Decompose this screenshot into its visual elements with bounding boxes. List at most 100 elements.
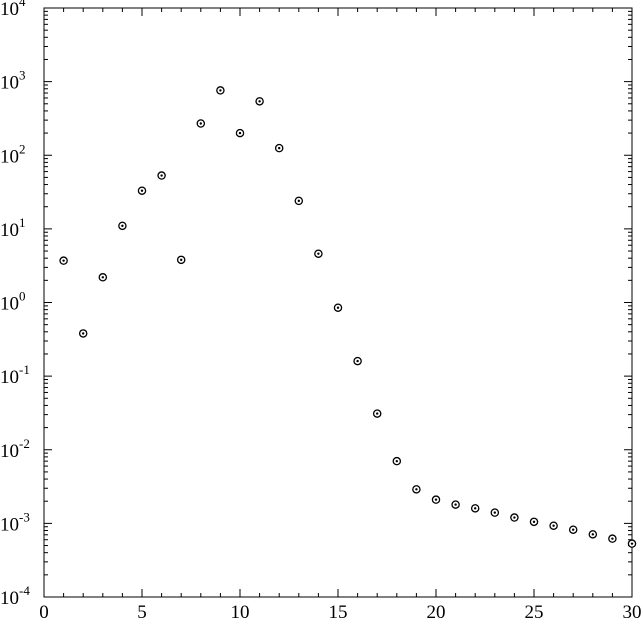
data-point-center [552, 524, 555, 527]
data-point [431, 495, 441, 504]
data-point-center [513, 516, 516, 519]
data-point-center [297, 199, 300, 203]
y-tick-label-exponent: 3 [19, 68, 26, 83]
data-point-center [415, 488, 418, 491]
y-tick-label: 10-3 [0, 509, 30, 535]
x-tick-label: 5 [137, 602, 147, 623]
data-point [274, 143, 284, 153]
data-point [216, 86, 225, 95]
data-point [176, 255, 186, 265]
data-point-center [336, 306, 340, 309]
y-tick-label-base: 10 [0, 367, 19, 388]
data-point [78, 329, 88, 338]
y-tick-label-base: 10 [0, 588, 19, 609]
data-point [353, 356, 362, 366]
x-tick-label: 0 [39, 602, 49, 623]
y-tick-label-exponent: -2 [19, 436, 30, 451]
y-tick-label-base: 10 [0, 146, 19, 167]
tick-marks [44, 8, 632, 597]
data-point-center [376, 412, 379, 415]
data-point [372, 409, 382, 418]
y-tick-label-exponent: 4 [19, 0, 26, 9]
data-point-center [434, 498, 438, 501]
data-point [451, 500, 460, 509]
data-point-center [317, 252, 320, 255]
y-tick-label-base: 10 [0, 294, 19, 315]
data-point-center [493, 511, 496, 514]
y-tick-label: 100 [0, 289, 26, 315]
x-tick-label: 20 [427, 602, 446, 623]
data-point-center [219, 89, 222, 92]
data-point-center [238, 131, 242, 135]
y-tick-label-exponent: -4 [19, 583, 30, 598]
data-point-center [572, 528, 575, 531]
data-point [196, 119, 206, 128]
data-point [235, 128, 245, 138]
data-point-center [591, 533, 594, 536]
data-point [333, 303, 343, 312]
y-tick-label-exponent: 0 [19, 289, 26, 304]
data-point-center [140, 189, 144, 192]
data-point [549, 521, 558, 530]
data-point [510, 513, 519, 522]
data-point [470, 504, 480, 513]
data-point-center [356, 359, 359, 363]
y-tick-label: 10-2 [0, 436, 30, 462]
data-point-center [82, 332, 85, 335]
y-tick-label-base: 10 [0, 73, 19, 94]
y-tick-label-exponent: -3 [19, 509, 30, 524]
data-point [412, 485, 421, 494]
plot-frame [43, 7, 633, 598]
data-point [255, 97, 264, 106]
data-point [137, 186, 147, 195]
data-point [627, 539, 637, 548]
data-point-center [62, 259, 65, 262]
data-point-center [121, 224, 124, 228]
data-point-center [630, 542, 634, 545]
data-point [98, 273, 108, 282]
data-point [157, 171, 166, 180]
y-tick-label: 101 [0, 215, 26, 241]
y-tick-label-base: 10 [0, 0, 19, 20]
data-point [392, 456, 402, 466]
data-point-center [611, 537, 614, 540]
data-point-center [532, 520, 536, 524]
data-point [314, 249, 323, 258]
data-point-center [101, 276, 105, 279]
y-tick-label-exponent: 1 [19, 215, 26, 230]
data-point-center [180, 258, 183, 262]
data-points [59, 86, 637, 548]
data-point [294, 196, 304, 206]
data-point-center [278, 146, 281, 150]
data-point-center [258, 100, 261, 103]
y-tick-label-exponent: 2 [19, 141, 26, 156]
y-tick-label-base: 10 [0, 514, 19, 535]
data-point [588, 530, 598, 539]
y-tick-label: 102 [0, 141, 26, 167]
y-tick-label-base: 10 [0, 220, 19, 241]
data-point [608, 534, 617, 543]
x-tick-label: 30 [623, 602, 642, 623]
x-tick-label: 25 [525, 602, 544, 623]
y-tick-label: 104 [0, 0, 26, 20]
y-tick-label: 10-4 [0, 583, 30, 609]
x-tick-label: 10 [231, 602, 250, 623]
y-tick-label-exponent: -1 [19, 362, 30, 377]
y-tick-label-base: 10 [0, 441, 19, 462]
data-point [59, 256, 68, 265]
data-point [490, 508, 500, 517]
data-point [529, 517, 539, 527]
axes [43, 7, 633, 598]
y-tick-label: 10-1 [0, 362, 30, 388]
x-tick-label: 15 [329, 602, 348, 623]
data-point-center [160, 174, 163, 177]
data-point-center [395, 459, 398, 463]
y-tick-label: 103 [0, 68, 26, 94]
data-point-center [474, 507, 477, 510]
data-point [568, 525, 578, 534]
data-point-center [454, 503, 457, 506]
data-point [118, 221, 127, 231]
